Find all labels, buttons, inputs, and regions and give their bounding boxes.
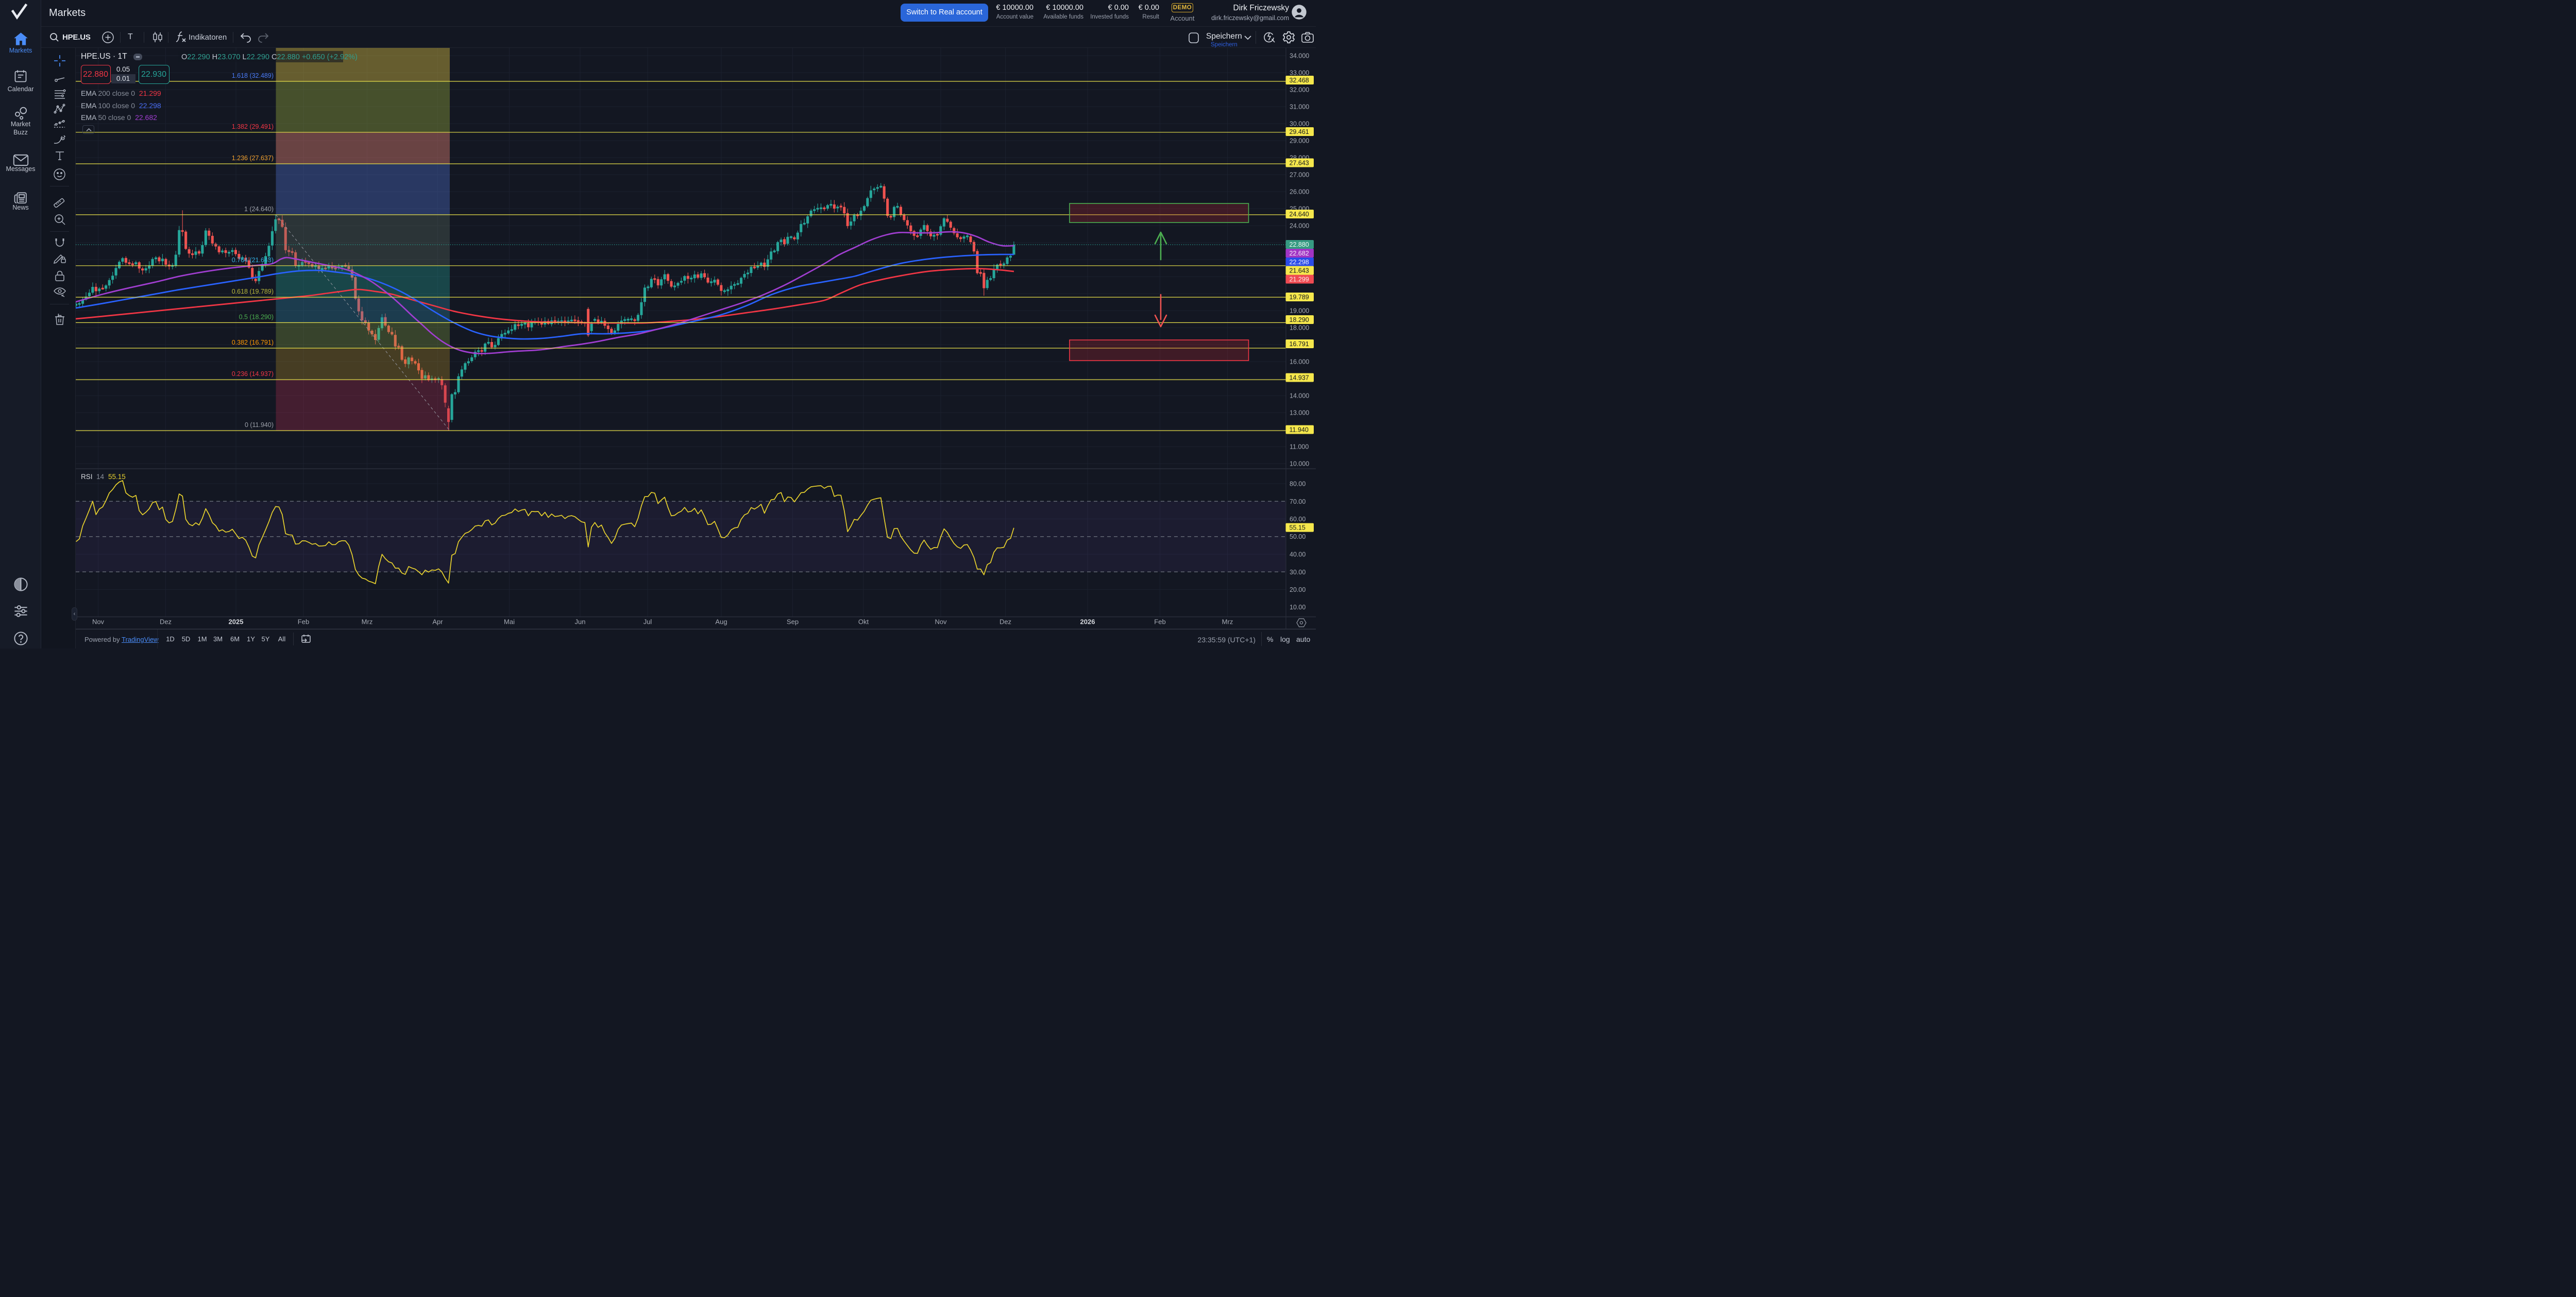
svg-text:27.000: 27.000 xyxy=(1290,172,1309,179)
svg-text:30.00: 30.00 xyxy=(1290,569,1306,576)
svg-text:18.000: 18.000 xyxy=(1290,325,1309,332)
svg-text:RSI: RSI xyxy=(81,473,93,481)
svg-text:33.000: 33.000 xyxy=(1290,70,1309,77)
svg-text:14.000: 14.000 xyxy=(1290,392,1309,400)
svg-text:27.643: 27.643 xyxy=(1290,160,1309,167)
svg-text:29.461: 29.461 xyxy=(1290,128,1309,135)
svg-text:60.00: 60.00 xyxy=(1290,516,1306,523)
svg-text:14: 14 xyxy=(96,473,105,481)
svg-text:Dez: Dez xyxy=(160,618,172,626)
svg-text:1.236 (27.637): 1.236 (27.637) xyxy=(232,155,274,162)
svg-text:55.15: 55.15 xyxy=(1290,524,1306,532)
svg-text:Jun: Jun xyxy=(575,618,586,626)
svg-text:31.000: 31.000 xyxy=(1290,104,1309,111)
svg-text:26.000: 26.000 xyxy=(1290,189,1309,196)
svg-text:19.789: 19.789 xyxy=(1290,294,1309,301)
svg-text:16.000: 16.000 xyxy=(1290,359,1309,366)
svg-text:14.937: 14.937 xyxy=(1290,374,1309,382)
svg-text:2026: 2026 xyxy=(1080,618,1095,626)
svg-text:29.000: 29.000 xyxy=(1290,138,1309,145)
svg-text:0.764 (21.643): 0.764 (21.643) xyxy=(232,257,274,264)
svg-text:Mrz: Mrz xyxy=(362,618,373,626)
svg-text:0.236 (14.937): 0.236 (14.937) xyxy=(232,370,274,378)
svg-text:13.000: 13.000 xyxy=(1290,409,1309,417)
svg-text:1.618 (32.489): 1.618 (32.489) xyxy=(232,72,274,79)
svg-text:0.382 (16.791): 0.382 (16.791) xyxy=(232,339,274,346)
svg-text:22.880: 22.880 xyxy=(1290,241,1309,248)
svg-text:Mrz: Mrz xyxy=(1222,618,1233,626)
svg-text:24.640: 24.640 xyxy=(1290,211,1309,218)
svg-text:24.000: 24.000 xyxy=(1290,223,1309,230)
svg-text:Sep: Sep xyxy=(787,618,799,626)
svg-text:Mai: Mai xyxy=(504,618,515,626)
svg-text:80.00: 80.00 xyxy=(1290,481,1306,488)
svg-text:32.468: 32.468 xyxy=(1290,77,1309,84)
svg-text:70.00: 70.00 xyxy=(1290,498,1306,505)
svg-text:21.643: 21.643 xyxy=(1290,267,1309,275)
svg-text:10.00: 10.00 xyxy=(1290,604,1306,611)
svg-text:Aug: Aug xyxy=(715,618,727,626)
svg-text:Jul: Jul xyxy=(643,618,652,626)
svg-text:55.15: 55.15 xyxy=(108,473,126,481)
svg-text:1.382 (29.491): 1.382 (29.491) xyxy=(232,123,274,130)
svg-text:20.00: 20.00 xyxy=(1290,586,1306,593)
svg-text:1 (24.640): 1 (24.640) xyxy=(244,206,274,213)
svg-text:Dez: Dez xyxy=(999,618,1011,626)
svg-text:11.940: 11.940 xyxy=(1290,426,1309,434)
svg-text:34.000: 34.000 xyxy=(1290,53,1309,60)
svg-text:40.00: 40.00 xyxy=(1290,551,1306,558)
svg-text:0.5 (18.290): 0.5 (18.290) xyxy=(239,313,274,320)
svg-text:19.000: 19.000 xyxy=(1290,308,1309,315)
svg-text:22.298: 22.298 xyxy=(1290,259,1309,266)
svg-text:0.618 (19.789): 0.618 (19.789) xyxy=(232,288,274,295)
svg-text:16.791: 16.791 xyxy=(1290,340,1309,348)
svg-text:0 (11.940): 0 (11.940) xyxy=(245,421,274,429)
svg-text:Nov: Nov xyxy=(935,618,947,626)
svg-text:21.299: 21.299 xyxy=(1290,276,1309,283)
svg-text:Apr: Apr xyxy=(432,618,443,626)
svg-text:2025: 2025 xyxy=(229,618,244,626)
svg-text:10.000: 10.000 xyxy=(1290,460,1309,468)
svg-text:18.290: 18.290 xyxy=(1290,316,1309,323)
svg-text:30.000: 30.000 xyxy=(1290,121,1309,128)
svg-text:Feb: Feb xyxy=(298,618,309,626)
svg-text:11.000: 11.000 xyxy=(1290,443,1309,451)
svg-text:Nov: Nov xyxy=(92,618,105,626)
svg-text:Okt: Okt xyxy=(858,618,869,626)
svg-text:Feb: Feb xyxy=(1154,618,1165,626)
svg-text:22.682: 22.682 xyxy=(1290,250,1309,257)
svg-text:50.00: 50.00 xyxy=(1290,533,1306,540)
svg-text:32.000: 32.000 xyxy=(1290,87,1309,94)
